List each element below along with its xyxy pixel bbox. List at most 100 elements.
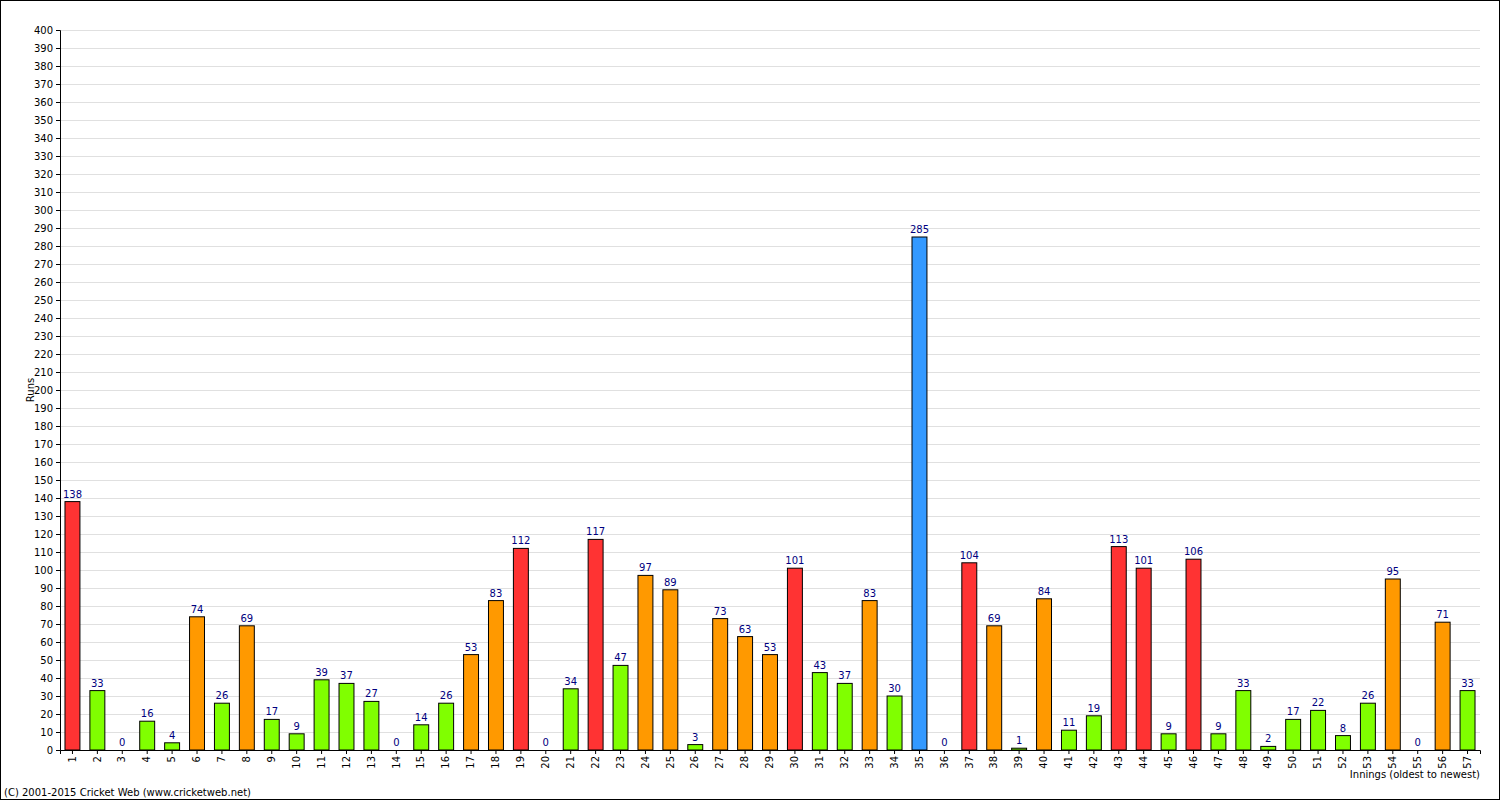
tick-label: 29 [764, 756, 775, 769]
tick: 24 [640, 750, 651, 769]
tick: 44 [1138, 750, 1149, 769]
grid-line [60, 66, 1480, 67]
grid-line [60, 84, 1480, 85]
data-label: 37 [838, 670, 851, 681]
tick-mark [56, 660, 60, 661]
tick-mark [296, 750, 297, 754]
tick-label: 48 [1238, 756, 1249, 769]
tick-mark [421, 750, 422, 754]
tick: 170 [34, 439, 60, 450]
grid-line [60, 498, 1480, 499]
tick-label: 45 [1163, 756, 1174, 769]
tick-mark [56, 264, 60, 265]
tick-label: 0 [47, 745, 53, 756]
grid-line [60, 228, 1480, 229]
tick-label: 36 [939, 756, 950, 769]
data-label: 83 [863, 588, 876, 599]
tick-mark [56, 516, 60, 517]
tick-mark [1417, 750, 1418, 754]
data-label: 8 [1340, 723, 1346, 734]
tick-mark [819, 750, 820, 754]
tick: 8 [241, 750, 252, 762]
tick: 56 [1437, 750, 1448, 769]
tick-mark [371, 750, 372, 754]
bar [140, 721, 155, 750]
bar [613, 665, 628, 750]
bar [987, 626, 1002, 750]
tick-label: 43 [1113, 756, 1124, 769]
tick-mark [56, 192, 60, 193]
tick: 240 [34, 313, 60, 324]
tick-mark [56, 588, 60, 589]
tick-label: 14 [391, 756, 402, 769]
tick-mark [56, 210, 60, 211]
tick: 18 [490, 750, 501, 769]
data-label: 14 [415, 712, 428, 723]
tick-label: 7 [216, 756, 227, 762]
grid-line [60, 516, 1480, 517]
tick-label: 210 [34, 367, 53, 378]
bar [1186, 559, 1201, 750]
tick: 3 [116, 750, 127, 762]
data-label: 11 [1063, 717, 1076, 728]
data-label: 285 [910, 224, 929, 235]
grid-line [60, 552, 1480, 553]
grid-line [60, 156, 1480, 157]
tick-label: 13 [366, 756, 377, 769]
tick-mark [894, 750, 895, 754]
x-axis-title: Innings (oldest to newest) [1350, 769, 1480, 780]
tick-mark [1118, 750, 1119, 754]
data-label: 33 [1237, 678, 1250, 689]
tick-mark [56, 624, 60, 625]
bar [962, 563, 977, 750]
x-axis: 1234567891011121314151617181920212223242… [61, 750, 1481, 769]
tick: 320 [34, 169, 60, 180]
data-label: 39 [315, 667, 328, 678]
tick-mark [56, 750, 60, 751]
tick: 380 [34, 61, 60, 72]
tick-mark [670, 750, 671, 754]
bar [1161, 734, 1176, 750]
tick-label: 190 [34, 403, 53, 414]
tick-label: 10 [291, 756, 302, 769]
tick-mark [969, 750, 970, 754]
bar [887, 696, 902, 750]
tick: 10 [291, 750, 302, 769]
tick-label: 70 [40, 619, 53, 630]
data-label: 34 [564, 676, 577, 687]
bar [1286, 719, 1301, 750]
tick: 48 [1238, 750, 1249, 769]
bar [339, 683, 354, 750]
data-label: 30 [888, 683, 901, 694]
tick: 55 [1412, 750, 1423, 769]
bar [264, 719, 279, 750]
tick-mark [56, 102, 60, 103]
grid-line [60, 426, 1480, 427]
data-label: 69 [988, 613, 1001, 624]
tick-mark [570, 750, 571, 754]
tick-mark [56, 498, 60, 499]
tick: 21 [565, 750, 576, 769]
bar [513, 548, 528, 750]
tick-mark [56, 408, 60, 409]
tick: 40 [1038, 750, 1049, 769]
tick: 5 [166, 750, 177, 762]
tick: 27 [714, 750, 725, 769]
tick-mark [620, 750, 621, 754]
tick: 6 [191, 750, 202, 762]
tick-label: 53 [1362, 756, 1373, 769]
grid-line [60, 264, 1480, 265]
tick-label: 31 [814, 756, 825, 769]
grid-line [60, 570, 1480, 571]
tick-mark [221, 750, 222, 754]
axis-line [61, 751, 1481, 755]
tick-label: 180 [34, 421, 53, 432]
tick-mark [56, 606, 60, 607]
tick-mark [1318, 750, 1319, 754]
tick-label: 80 [40, 601, 53, 612]
data-label: 74 [191, 604, 204, 615]
tick-label: 290 [34, 223, 53, 234]
tick-label: 54 [1387, 756, 1398, 769]
tick-mark [994, 750, 995, 754]
tick-label: 90 [40, 583, 53, 594]
